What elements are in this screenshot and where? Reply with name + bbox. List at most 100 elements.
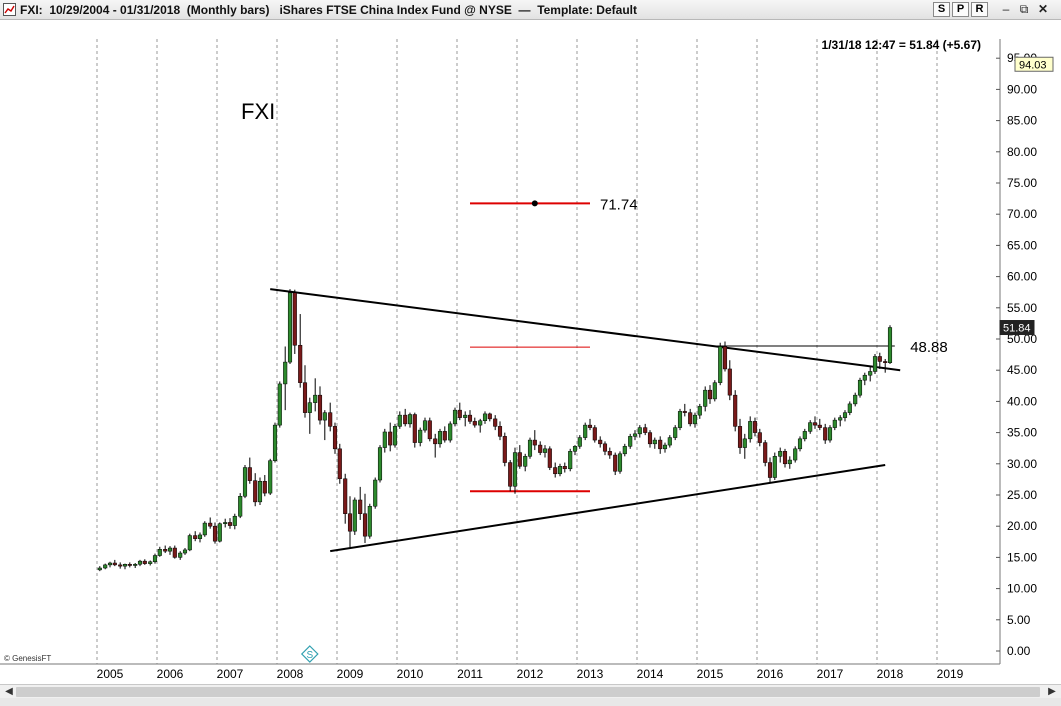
- candle-body: [812, 422, 818, 426]
- candle-body: [202, 522, 207, 536]
- y-tick-label: 10.00: [1007, 582, 1037, 596]
- candle-body: [782, 451, 788, 465]
- restore-icon[interactable]: ⧉: [1019, 2, 1029, 16]
- candle-body: [512, 452, 518, 487]
- candle: [692, 412, 698, 428]
- candle: [322, 410, 327, 441]
- x-tick-label: 2015: [697, 667, 724, 681]
- candle-body: [553, 467, 558, 475]
- y-tick-label: 60.00: [1007, 270, 1037, 284]
- chevron-right-icon[interactable]: ▶: [1048, 686, 1056, 697]
- candle: [337, 443, 342, 484]
- candle-body: [752, 421, 758, 433]
- candle: [782, 448, 788, 468]
- candle: [838, 415, 843, 427]
- chevron-left-icon[interactable]: ◀: [5, 686, 13, 697]
- close-icon[interactable]: ✕: [1037, 2, 1049, 16]
- candle: [647, 430, 653, 448]
- s-button[interactable]: S: [933, 2, 950, 17]
- candle-body: [808, 422, 813, 432]
- candle-body: [722, 346, 728, 370]
- candle-body: [97, 567, 102, 571]
- candle: [707, 385, 713, 404]
- candle: [677, 408, 683, 431]
- candle-body: [517, 452, 522, 467]
- candle: [868, 366, 873, 382]
- candle: [667, 435, 672, 448]
- candle: [823, 423, 828, 444]
- candle-body: [148, 561, 153, 564]
- candle: [127, 562, 132, 568]
- candle: [592, 425, 597, 443]
- candle: [433, 433, 438, 458]
- candle: [277, 381, 282, 428]
- candle: [122, 563, 128, 570]
- candle: [182, 548, 188, 555]
- candle-body: [607, 451, 612, 456]
- scroll-thumb[interactable]: [16, 687, 1040, 697]
- candle: [442, 426, 447, 443]
- candle: [373, 477, 378, 509]
- candle: [572, 445, 578, 456]
- target-dot: [531, 200, 538, 207]
- candle: [722, 341, 728, 372]
- candle-body: [658, 439, 663, 450]
- candle: [152, 553, 158, 564]
- candle: [328, 402, 333, 432]
- candle: [478, 418, 483, 433]
- window-titlebar: FXI: 10/29/2004 - 01/31/2018 (Monthly ba…: [0, 0, 1061, 20]
- candle: [148, 560, 153, 566]
- candle: [343, 473, 348, 524]
- candle: [212, 522, 218, 544]
- x-tick-label: 2017: [817, 667, 844, 681]
- candle-body: [667, 437, 672, 446]
- candle: [617, 451, 623, 474]
- candle: [587, 418, 593, 431]
- y-tick-label: 70.00: [1007, 207, 1037, 221]
- horizontal-scrollbar[interactable]: ◀ ▶: [0, 684, 1061, 698]
- candle: [643, 423, 648, 436]
- candle: [382, 428, 387, 453]
- candle: [268, 458, 273, 495]
- candle-body: [397, 414, 402, 427]
- candle-body: [637, 427, 642, 435]
- candle: [767, 457, 773, 483]
- candle-body: [307, 402, 312, 413]
- candle: [877, 352, 882, 369]
- candle-body: [632, 433, 638, 437]
- diamond-marker-icon[interactable]: S: [300, 645, 319, 663]
- candle: [887, 325, 893, 364]
- candle-body: [472, 421, 477, 426]
- candle-body: [328, 412, 333, 427]
- y-tick-label: 50.00: [1007, 332, 1037, 346]
- candle-body: [322, 412, 327, 421]
- candle: [317, 386, 323, 425]
- candle-body: [523, 456, 528, 467]
- chart-area[interactable]: 0.00 5.00 10.00 15.00 20.00 25.00 30.00 35.00 40…: [0, 21, 1061, 684]
- candle-body: [178, 552, 183, 558]
- candle: [752, 417, 758, 437]
- candle-body: [442, 431, 447, 441]
- candle: [262, 475, 267, 497]
- candle-body: [212, 525, 218, 542]
- candle-body: [317, 394, 323, 421]
- candle-body: [757, 432, 762, 443]
- price-chart[interactable]: 0.00 5.00 10.00 15.00 20.00 25.00 30.00 35.00 40…: [0, 21, 1061, 684]
- candle: [292, 289, 297, 354]
- candle-body: [302, 382, 308, 413]
- candle: [857, 377, 863, 398]
- candle-body: [457, 409, 462, 418]
- candle: [772, 452, 777, 481]
- p-button[interactable]: P: [952, 2, 969, 17]
- candle-body: [377, 447, 383, 481]
- candle: [508, 460, 513, 492]
- r-button[interactable]: R: [971, 2, 988, 17]
- candle-body: [502, 436, 507, 463]
- y-tick-label: 30.00: [1007, 457, 1037, 471]
- price-tag: [1014, 56, 1054, 72]
- candle-body: [647, 432, 653, 445]
- candle-body: [298, 344, 303, 383]
- minimize-icon[interactable]: –: [1002, 2, 1010, 16]
- y-tick-label: 35.00: [1007, 426, 1037, 440]
- x-tick-label: 2007: [217, 667, 244, 681]
